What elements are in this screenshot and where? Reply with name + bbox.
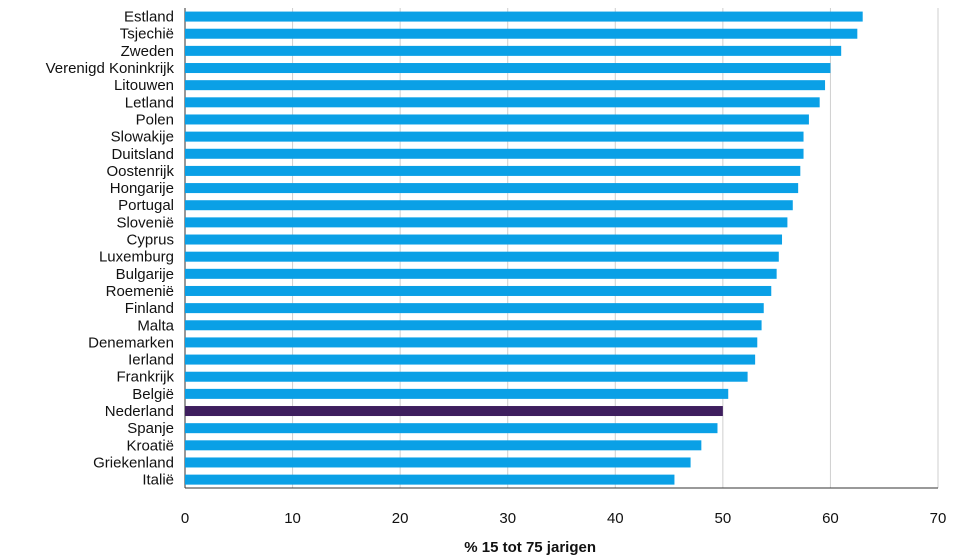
bar bbox=[185, 320, 762, 331]
bar bbox=[185, 80, 826, 91]
category-label: Slowakije bbox=[111, 129, 174, 146]
bar bbox=[185, 285, 772, 296]
category-label: Portugal bbox=[118, 197, 174, 214]
category-label: Tsjechië bbox=[120, 26, 174, 43]
bar bbox=[185, 423, 718, 434]
bar bbox=[185, 303, 764, 314]
category-label: Frankrijk bbox=[116, 369, 174, 386]
x-tick-label: 20 bbox=[392, 510, 409, 527]
category-label: Polen bbox=[136, 111, 174, 128]
category-label: Malta bbox=[137, 317, 174, 334]
bar bbox=[185, 337, 758, 348]
x-tick-label: 30 bbox=[499, 510, 516, 527]
x-tick-label: 40 bbox=[607, 510, 624, 527]
bar bbox=[185, 28, 858, 39]
category-label: Denemarken bbox=[88, 334, 174, 351]
category-label: Finland bbox=[125, 300, 174, 317]
category-label: Italië bbox=[142, 472, 174, 489]
bar bbox=[185, 474, 675, 485]
bar bbox=[185, 388, 729, 399]
category-label: Verenigd Koninkrijk bbox=[46, 60, 175, 77]
bar-highlighted bbox=[185, 406, 723, 417]
category-label: Oostenrijk bbox=[106, 163, 174, 180]
bar bbox=[185, 200, 793, 211]
bar bbox=[185, 268, 777, 279]
bar bbox=[185, 234, 783, 245]
category-label: Griekenland bbox=[93, 454, 174, 471]
bar bbox=[185, 148, 804, 159]
category-label: Cyprus bbox=[126, 232, 174, 249]
category-label: België bbox=[132, 386, 174, 403]
bar bbox=[185, 97, 820, 108]
bar bbox=[185, 45, 842, 56]
category-label: Luxemburg bbox=[99, 249, 174, 266]
category-label: Kroatië bbox=[126, 437, 174, 454]
x-tick-label: 10 bbox=[284, 510, 301, 527]
x-tick-label: 50 bbox=[715, 510, 732, 527]
bar bbox=[185, 371, 748, 382]
category-label: Spanje bbox=[127, 420, 174, 437]
bar bbox=[185, 354, 756, 365]
category-label: Litouwen bbox=[114, 77, 174, 94]
x-tick-label: 70 bbox=[930, 510, 947, 527]
bar bbox=[185, 217, 788, 228]
category-label: Bulgarije bbox=[116, 266, 174, 283]
bar bbox=[185, 63, 831, 74]
category-label: Duitsland bbox=[111, 146, 174, 163]
bar bbox=[185, 183, 799, 194]
bar bbox=[185, 114, 809, 125]
bar bbox=[185, 11, 863, 22]
category-label: Slovenië bbox=[116, 214, 174, 231]
category-label: Estland bbox=[124, 9, 174, 26]
bar bbox=[185, 457, 691, 468]
category-label: Hongarije bbox=[110, 180, 174, 197]
x-tick-label: 0 bbox=[181, 510, 189, 527]
category-label: Ierland bbox=[128, 352, 174, 369]
category-label: Letland bbox=[125, 94, 174, 111]
bar bbox=[185, 131, 804, 142]
bar bbox=[185, 251, 779, 262]
bars bbox=[185, 11, 863, 485]
x-tick-label: 60 bbox=[822, 510, 839, 527]
category-label: Nederland bbox=[105, 403, 174, 420]
x-tick-labels: 0 10 20 30 40 50 60 70 bbox=[181, 510, 947, 527]
bar bbox=[185, 440, 702, 451]
category-label: Roemenië bbox=[106, 283, 174, 300]
bar bbox=[185, 165, 801, 176]
x-axis-title: % 15 tot 75 jarigen bbox=[464, 539, 596, 556]
category-label: Zweden bbox=[121, 43, 174, 60]
